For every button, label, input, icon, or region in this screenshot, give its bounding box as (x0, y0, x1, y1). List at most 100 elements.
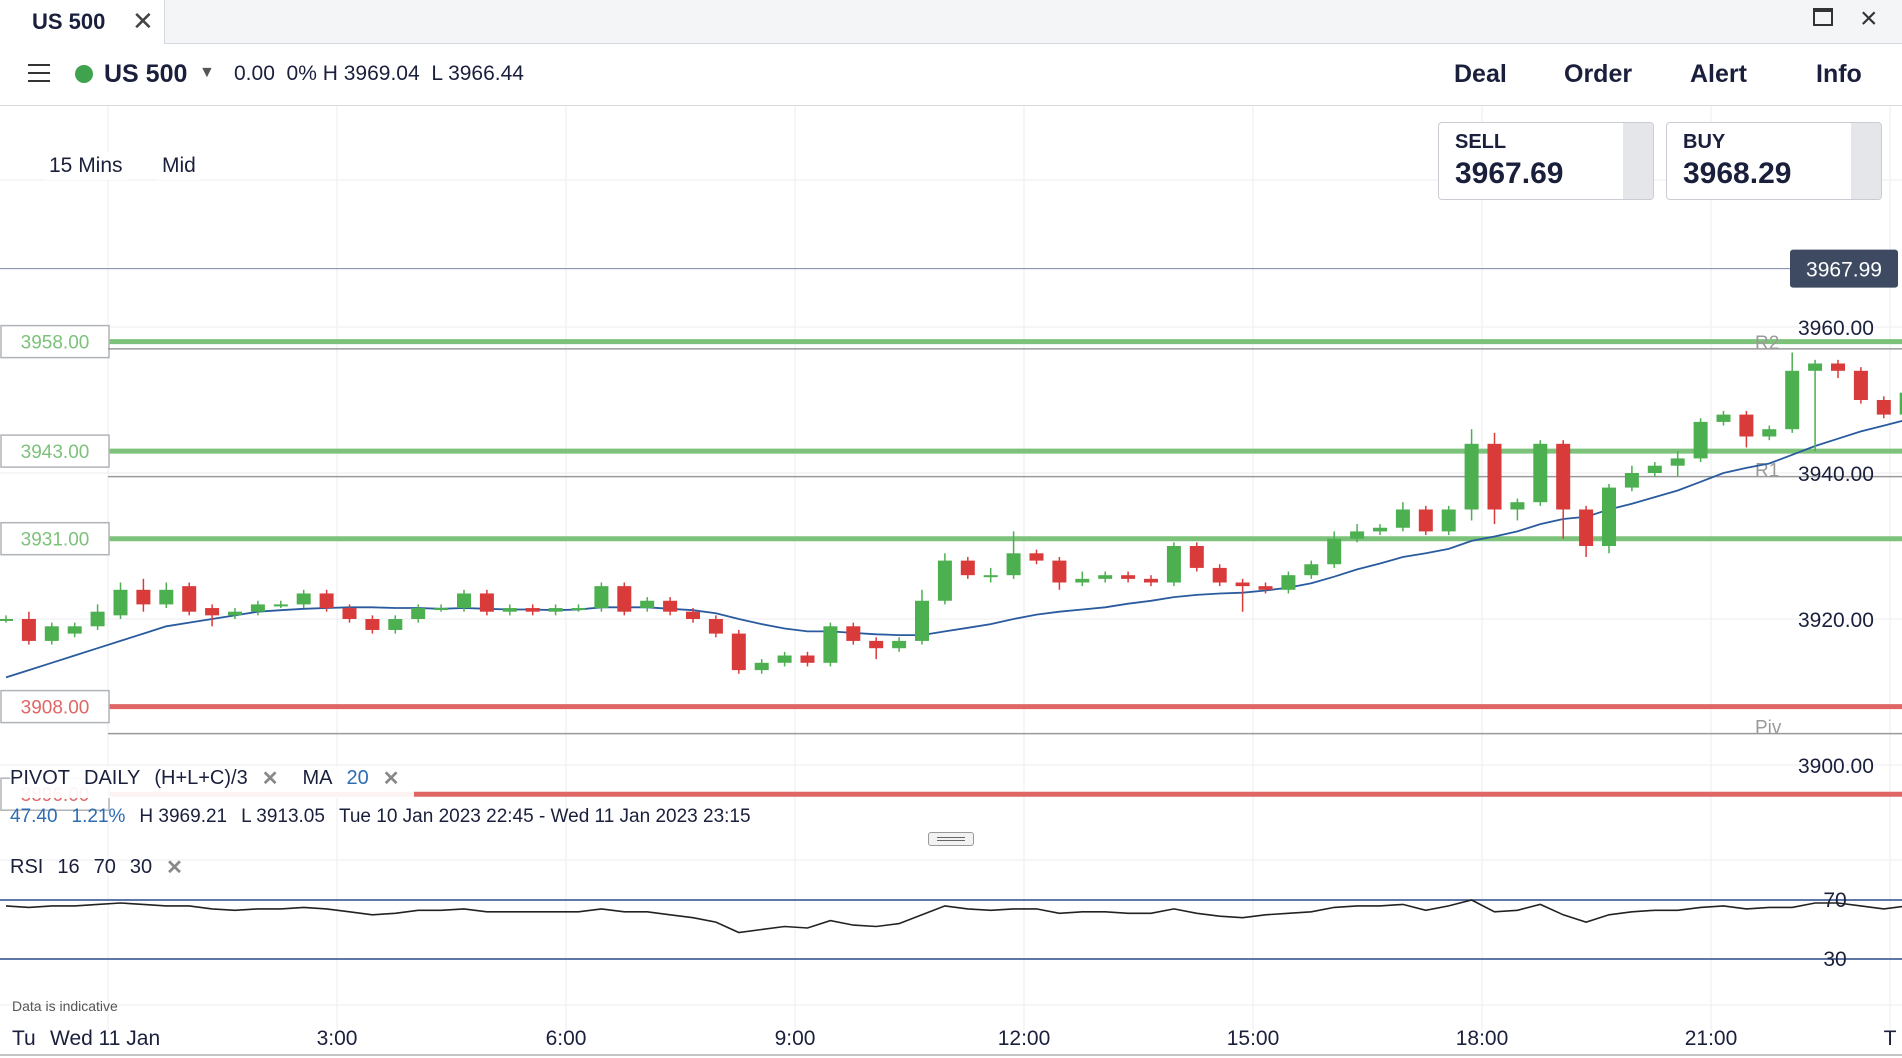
pivot-period: DAILY (84, 767, 141, 789)
candle-body (937, 560, 952, 601)
alert-level-tag (0, 324, 110, 359)
candle-body (571, 608, 586, 611)
candle-body (1189, 546, 1204, 568)
moving-average (5, 419, 1902, 679)
rsi-period: 16 (57, 856, 80, 878)
candle-body (1441, 509, 1456, 532)
alert-level-tag (0, 689, 110, 724)
candle-body (0, 619, 13, 621)
candle-body (1098, 575, 1113, 579)
deal-button[interactable]: Deal (1454, 60, 1507, 88)
x-tick-label: 3:00 (317, 1027, 358, 1050)
remove-rsi-icon[interactable]: ✕ (166, 857, 183, 879)
candle-body (1464, 443, 1479, 510)
candle-body (594, 586, 609, 609)
candle-body (617, 586, 632, 612)
range-dates: Tue 10 Jan 2023 22:45 - Wed 11 Jan 2023 … (338, 806, 751, 827)
candle-body (205, 608, 220, 616)
chevron-down-icon[interactable]: ▼ (199, 64, 215, 81)
candle-body (1395, 509, 1410, 528)
candle-body (1693, 421, 1708, 459)
candle-body (1235, 582, 1250, 587)
data-disclaimer: Data is indicative (12, 998, 118, 1014)
ma-period: 20 (346, 767, 369, 789)
rsi-legend: RSI 16 70 30 ✕ (10, 855, 197, 880)
x-axis: Tu Wed 11 Jan 3:00 6:00 9:00 12:00 15:00 18:00 2… (0, 1027, 1902, 1056)
candle-body (1762, 429, 1777, 437)
sell-button[interactable]: SELL 3967.69 (1438, 122, 1654, 200)
remove-pivot-icon[interactable]: ✕ (261, 768, 279, 790)
alert-button[interactable]: Alert (1690, 60, 1747, 88)
alert-level-label: 3931.00 (21, 530, 90, 551)
x-tick-label: 9:00 (775, 1027, 816, 1050)
buy-button[interactable]: BUY 3968.29 (1666, 122, 1882, 200)
candle-body (1533, 443, 1548, 503)
close-window-icon[interactable]: × (1860, 2, 1878, 35)
window-titlebar: US 500 ✕ × (0, 0, 1902, 44)
candle-body (1716, 414, 1731, 422)
tab-close-icon[interactable]: ✕ (132, 6, 154, 36)
menu-icon[interactable] (28, 64, 50, 82)
candle-body (869, 640, 884, 649)
rsi-level-label: 70 (1823, 889, 1846, 912)
candle-body (983, 575, 998, 578)
ma-label: MA (302, 767, 333, 789)
buy-price: 3968.29 (1683, 157, 1792, 190)
candle-body (1373, 527, 1387, 532)
candle-body (21, 619, 36, 641)
maximize-icon[interactable] (1813, 8, 1833, 26)
change-value: 0.00 (234, 62, 275, 85)
y-tick-label: 3920.00 (1798, 609, 1874, 632)
x-tick-label: T (1884, 1027, 1897, 1050)
x-tick-label: Wed 11 Jan (50, 1027, 160, 1050)
candle-body (1258, 586, 1273, 590)
range-low: L 3913.05 (241, 806, 325, 827)
candle-body (640, 600, 655, 609)
candle-body (1602, 487, 1616, 546)
candlesticks (0, 352, 1902, 674)
candle-body (1327, 538, 1342, 565)
candle-body (434, 608, 449, 611)
alert-level-label: 3958.00 (21, 333, 90, 354)
order-button[interactable]: Order (1564, 60, 1633, 88)
candle-body (273, 604, 288, 607)
x-tick-label: 12:00 (998, 1027, 1051, 1050)
candle-body (1144, 578, 1158, 583)
tab-us500[interactable]: US 500 ✕ (0, 0, 165, 44)
info-button[interactable]: Info (1816, 60, 1862, 88)
candle-body (846, 626, 861, 641)
candle-body (1121, 575, 1136, 579)
remove-ma-icon[interactable]: ✕ (382, 768, 400, 790)
candle-body (960, 560, 975, 576)
rsi-upper: 70 (93, 856, 116, 878)
sell-price: 3967.69 (1455, 157, 1564, 190)
panel-resize-handle[interactable] (928, 832, 974, 846)
x-tick-label: Tu (12, 1027, 36, 1050)
candle-body (342, 608, 357, 619)
candle-body (1212, 567, 1227, 583)
low-value: L 3966.44 (431, 62, 524, 85)
price-type-selector[interactable]: Mid (158, 152, 200, 180)
alert-level-label: 3908.00 (21, 698, 90, 719)
timeframe-selector[interactable]: 15 Mins (45, 152, 127, 180)
candle-body (1281, 575, 1296, 590)
candle-body (915, 600, 929, 641)
instrument-name[interactable]: US 500 (104, 60, 188, 88)
candle-body (777, 655, 792, 663)
range-change: 47.40 (10, 806, 58, 827)
y-axis: 3960.00 3940.00 3920.00 3900.00 (1798, 317, 1874, 778)
candle-body (731, 633, 746, 671)
alert-level-label: 3943.00 (21, 442, 90, 463)
rsi-label: RSI (10, 856, 44, 878)
candle-body (90, 611, 105, 627)
candle-body (250, 604, 265, 612)
candle-body (479, 593, 494, 612)
candle-body (1304, 564, 1319, 576)
candle-body (1899, 392, 1902, 415)
candle-body (663, 600, 678, 612)
candle-body (1418, 509, 1433, 532)
candle-body (1876, 400, 1891, 415)
candle-body (1052, 560, 1067, 583)
